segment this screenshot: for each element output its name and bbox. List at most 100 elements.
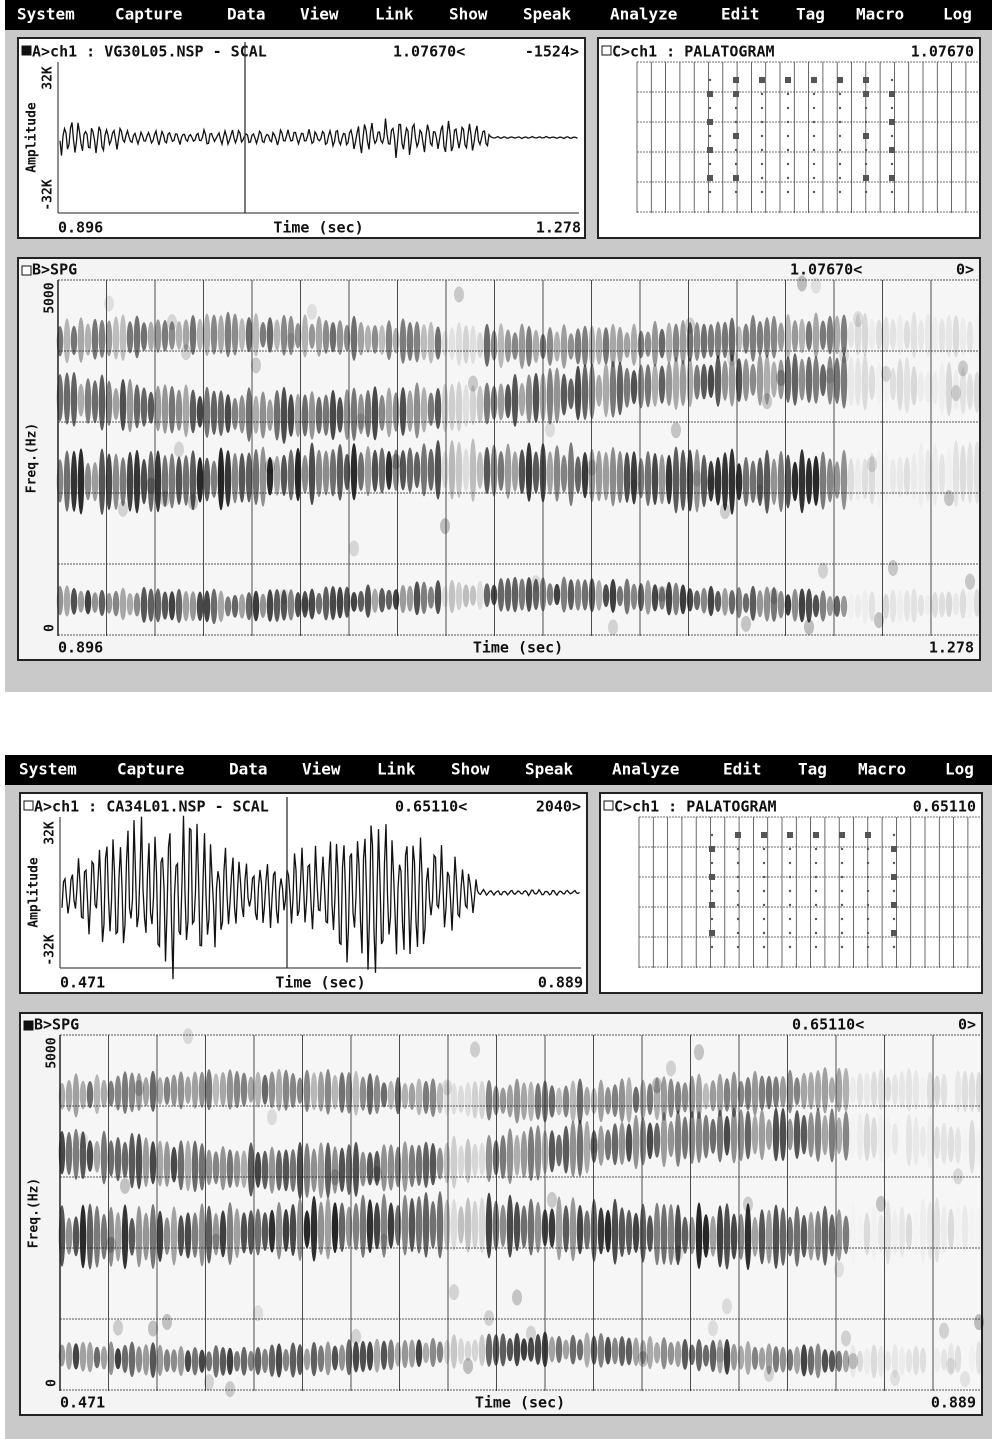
formant-striation	[294, 393, 302, 438]
noise-patch	[629, 479, 639, 496]
formant-striation	[413, 451, 421, 489]
formant-striation	[917, 319, 925, 351]
formant-striation	[952, 592, 960, 616]
formant-striation	[126, 451, 134, 512]
formant-striation	[499, 1204, 507, 1248]
formant-striation	[168, 591, 176, 621]
formant-striation	[268, 1209, 276, 1253]
formant-striation	[462, 325, 470, 364]
menu-item[interactable]: Data	[227, 5, 266, 24]
menu-item[interactable]: View	[300, 5, 339, 24]
menu-item[interactable]: Speak	[523, 5, 572, 24]
menu-item[interactable]: Speak	[525, 760, 574, 779]
y-axis-label: Amplitude	[25, 102, 40, 173]
formant-striation	[98, 319, 106, 358]
formant-striation	[826, 315, 834, 355]
formant-striation	[177, 1140, 185, 1191]
formant-striation	[231, 453, 239, 504]
formant-striation	[357, 590, 365, 613]
formant-striation	[856, 1350, 864, 1373]
formant-striation	[702, 1114, 710, 1159]
menu-item[interactable]: Edit	[723, 760, 762, 779]
formant-striation	[962, 1129, 968, 1163]
menu-item[interactable]: Tag	[796, 5, 825, 24]
formant-striation	[742, 456, 750, 507]
formant-striation	[763, 317, 771, 359]
formant-striation	[497, 450, 505, 491]
formant-striation	[268, 1146, 276, 1194]
formant-striation	[364, 584, 372, 618]
menu-item[interactable]: Edit	[721, 5, 760, 24]
formant-striation	[534, 1082, 542, 1120]
electrode	[840, 875, 844, 879]
formant-striation	[805, 457, 813, 505]
panel-checkbox	[603, 800, 614, 811]
formant-striation	[861, 354, 869, 411]
formant-striation	[931, 443, 939, 506]
noise-patch	[953, 1168, 963, 1185]
menu-item[interactable]: Tag	[798, 760, 827, 779]
formant-striation	[940, 1122, 948, 1165]
electrode	[892, 889, 896, 893]
electrode	[788, 903, 792, 907]
formant-striation	[926, 1201, 934, 1260]
menu-item[interactable]: Macro	[858, 760, 906, 779]
formant-striation	[546, 327, 554, 366]
formant-striation	[786, 1118, 794, 1151]
electrode	[840, 847, 844, 851]
cursor-value: -1524>	[525, 43, 579, 61]
formant-striation	[751, 1346, 759, 1370]
formant-striation	[154, 450, 162, 513]
formant-striation	[469, 385, 477, 425]
cursor-value: 2040>	[536, 798, 581, 816]
formant-striation	[476, 451, 484, 489]
menu-item[interactable]: Show	[451, 760, 490, 779]
menu-item[interactable]: Capture	[115, 5, 182, 24]
menu-item[interactable]: Log	[943, 5, 972, 24]
menu-item[interactable]: Show	[449, 5, 488, 24]
formant-striation	[721, 587, 729, 616]
electrode	[760, 176, 764, 180]
menu-item[interactable]: Data	[229, 760, 268, 779]
electrode	[762, 875, 766, 879]
formant-striation	[205, 1351, 213, 1372]
formant-striation	[506, 1084, 514, 1118]
menu-item[interactable]: View	[302, 760, 341, 779]
menu-item[interactable]: Macro	[856, 5, 904, 24]
formant-striation	[896, 314, 904, 356]
noise-patch	[834, 1261, 844, 1278]
formant-striation	[504, 577, 512, 612]
formant-striation	[219, 1071, 227, 1108]
menu-item[interactable]: Analyze	[610, 5, 677, 24]
formant-striation	[238, 593, 246, 619]
formant-striation	[63, 450, 71, 512]
formant-striation	[576, 1339, 584, 1361]
formant-striation	[969, 1208, 975, 1248]
formant-striation	[644, 331, 652, 357]
formant-striation	[77, 317, 85, 363]
formant-striation	[597, 1333, 605, 1368]
formant-striation	[343, 586, 351, 618]
noise-patch	[958, 360, 968, 377]
electrode	[838, 176, 842, 180]
menu-item[interactable]: System	[17, 5, 75, 24]
formant-striation	[455, 381, 463, 432]
menu-item[interactable]: Capture	[117, 760, 184, 779]
formant-striation	[280, 386, 288, 444]
formant-striation	[716, 1109, 724, 1163]
electrode	[760, 190, 764, 194]
formant-striation	[812, 594, 820, 618]
menu-item[interactable]: System	[19, 760, 77, 779]
menu-item[interactable]: Log	[945, 760, 974, 779]
y-axis-top: 32K	[41, 66, 56, 90]
formant-striation	[749, 585, 757, 621]
formant-striation	[511, 332, 519, 360]
menu-item[interactable]: Link	[375, 5, 414, 24]
menu-item[interactable]: Link	[377, 760, 416, 779]
formant-striation	[357, 321, 365, 356]
formant-striation	[282, 1069, 290, 1111]
formant-striation	[77, 383, 85, 417]
formant-striation	[527, 1198, 535, 1256]
waveform-panel	[17, 37, 586, 239]
menu-item[interactable]: Analyze	[612, 760, 679, 779]
